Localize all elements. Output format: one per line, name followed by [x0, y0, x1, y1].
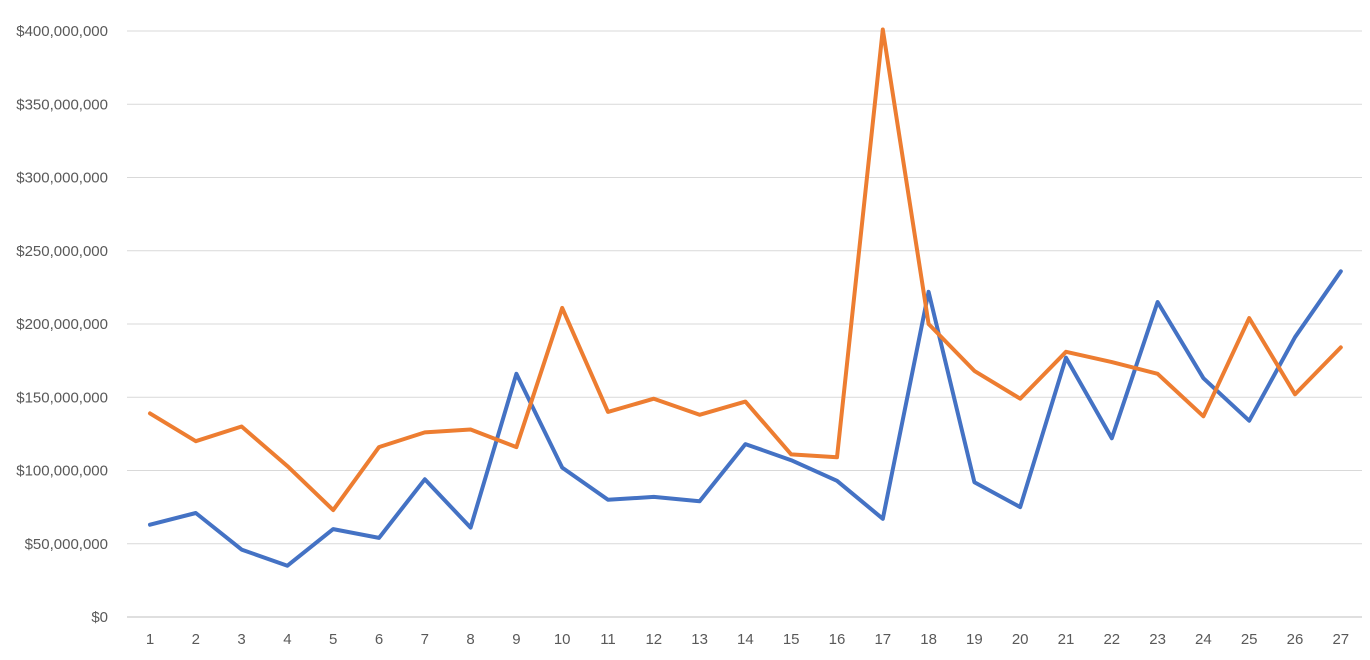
x-tick-label: 19	[966, 631, 983, 648]
x-tick-label: 22	[1103, 631, 1120, 648]
y-tick-label: $0	[91, 609, 108, 626]
y-tick-label: $50,000,000	[25, 536, 108, 553]
y-axis-tick-labels: $0 $50,000,000 $100,000,000 $150,000,000 $20…	[16, 23, 108, 626]
y-tick-label: $400,000,000	[16, 23, 108, 40]
x-tick-label: 15	[783, 631, 800, 648]
y-tick-label: $100,000,000	[16, 463, 108, 480]
x-tick-label: 25	[1241, 631, 1258, 648]
x-tick-label: 27	[1332, 631, 1349, 648]
y-tick-label: $350,000,000	[16, 96, 108, 113]
series-line-2	[148, 27, 1343, 513]
x-tick-label: 4	[283, 631, 291, 648]
x-tick-label: 5	[329, 631, 337, 648]
x-tick-label: 23	[1149, 631, 1166, 648]
y-tick-label: $200,000,000	[16, 316, 108, 333]
y-tick-label: $300,000,000	[16, 170, 108, 187]
x-tick-label: 12	[645, 631, 662, 648]
x-tick-label: 16	[829, 631, 846, 648]
series-lines	[148, 27, 1343, 568]
x-tick-label: 21	[1058, 631, 1075, 648]
x-tick-label: 26	[1287, 631, 1304, 648]
x-tick-label: 6	[375, 631, 383, 648]
x-tick-label: 8	[466, 631, 474, 648]
x-tick-label: 24	[1195, 631, 1212, 648]
x-tick-label: 11	[600, 631, 616, 648]
x-tick-label: 9	[512, 631, 520, 648]
x-tick-label: 17	[874, 631, 891, 648]
x-tick-label: 10	[554, 631, 571, 648]
x-tick-label: 7	[421, 631, 429, 648]
x-tick-label: 1	[146, 631, 154, 648]
gridlines	[127, 30, 1362, 618]
x-tick-label: 13	[691, 631, 708, 648]
x-axis-tick-labels: 1 2 3 4 5 6 7 8 9 10 11 12 13 14 15 16 17 18 19 20 21 22 23 24 2…	[146, 631, 1349, 648]
x-tick-label: 3	[237, 631, 245, 648]
x-tick-label: 14	[737, 631, 754, 648]
x-tick-label: 20	[1012, 631, 1029, 648]
x-tick-label: 18	[920, 631, 937, 648]
y-tick-label: $250,000,000	[16, 243, 108, 260]
x-tick-label: 2	[192, 631, 200, 648]
series-line-1	[148, 269, 1343, 568]
y-tick-label: $150,000,000	[16, 389, 108, 406]
